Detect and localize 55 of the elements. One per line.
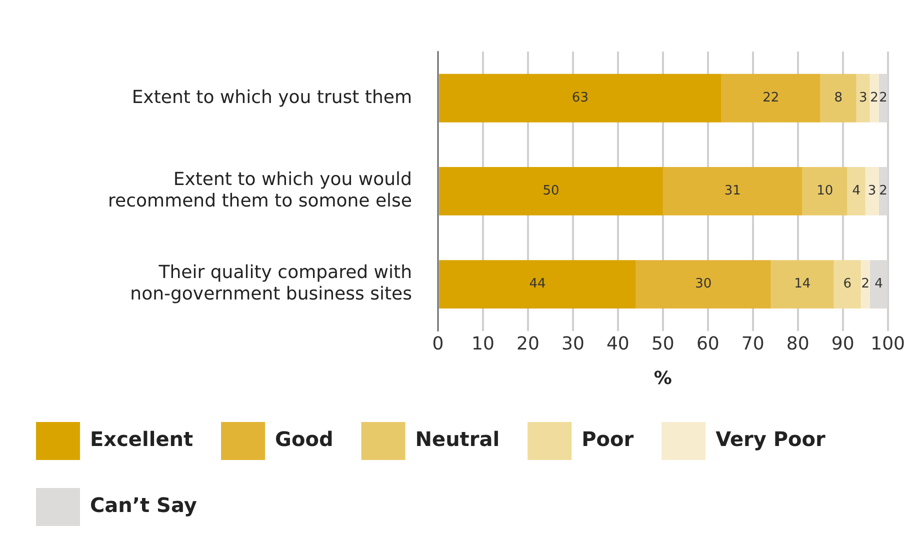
legend-label: Poor xyxy=(582,427,634,452)
bar xyxy=(870,74,879,122)
bar xyxy=(439,260,636,308)
x-axis-title: % xyxy=(654,368,672,389)
bar xyxy=(636,260,771,308)
bar xyxy=(834,260,861,308)
data-label: 8 xyxy=(834,90,842,106)
data-label: 10 xyxy=(816,184,834,199)
bar xyxy=(662,167,802,216)
data-label: 30 xyxy=(695,276,712,292)
bar xyxy=(820,74,856,122)
data-label: 63 xyxy=(572,90,588,106)
data-label: 22 xyxy=(762,90,780,106)
legend-label: Neutral xyxy=(415,427,500,452)
bar xyxy=(439,167,663,216)
data-label: 4 xyxy=(852,184,860,199)
data-label: 14 xyxy=(794,276,811,292)
legend-label: Can’t Say xyxy=(90,493,197,518)
data-label: 6 xyxy=(843,276,852,292)
data-label: 2 xyxy=(861,276,870,292)
x-tick-label: 10 xyxy=(472,333,494,354)
data-label: 31 xyxy=(724,184,741,199)
data-label: 2 xyxy=(870,90,878,106)
x-tick-label: 70 xyxy=(741,333,764,354)
x-tick-label: 20 xyxy=(516,333,540,354)
bar xyxy=(865,167,879,216)
data-label: 3 xyxy=(868,184,876,199)
data-label: 4 xyxy=(874,276,883,292)
y-tick-label: Extent to which you trust them xyxy=(132,86,412,108)
bar xyxy=(860,260,870,308)
legend-label: Good xyxy=(275,427,334,452)
data-label: 3 xyxy=(858,90,868,106)
bar xyxy=(870,260,888,308)
y-tick-label: Their quality compared with non-government business sites xyxy=(130,262,412,305)
x-tick-label: 50 xyxy=(651,333,674,354)
y-tick-label: Extent to which you would recommend them to somone else xyxy=(108,169,412,212)
bar xyxy=(802,167,848,216)
bar xyxy=(721,74,820,122)
data-label: 2 xyxy=(879,90,888,106)
bar xyxy=(439,74,722,122)
data-label: 44 xyxy=(529,276,546,292)
bar xyxy=(856,74,870,122)
legend-label: Very Poor xyxy=(716,427,826,452)
x-tick-label: 80 xyxy=(786,333,810,354)
bar xyxy=(847,167,866,216)
x-tick-label: 90 xyxy=(831,333,854,354)
legend-label: Excellent xyxy=(90,427,194,452)
x-tick-label: 60 xyxy=(696,333,720,354)
x-tick-label: 100 xyxy=(870,333,905,354)
data-label: 2 xyxy=(879,184,888,199)
bar xyxy=(770,260,834,308)
data-label: 50 xyxy=(542,184,560,199)
x-tick-label: 0 xyxy=(432,333,444,354)
x-tick-label: 30 xyxy=(561,333,584,354)
x-tick-label: 40 xyxy=(606,333,630,354)
